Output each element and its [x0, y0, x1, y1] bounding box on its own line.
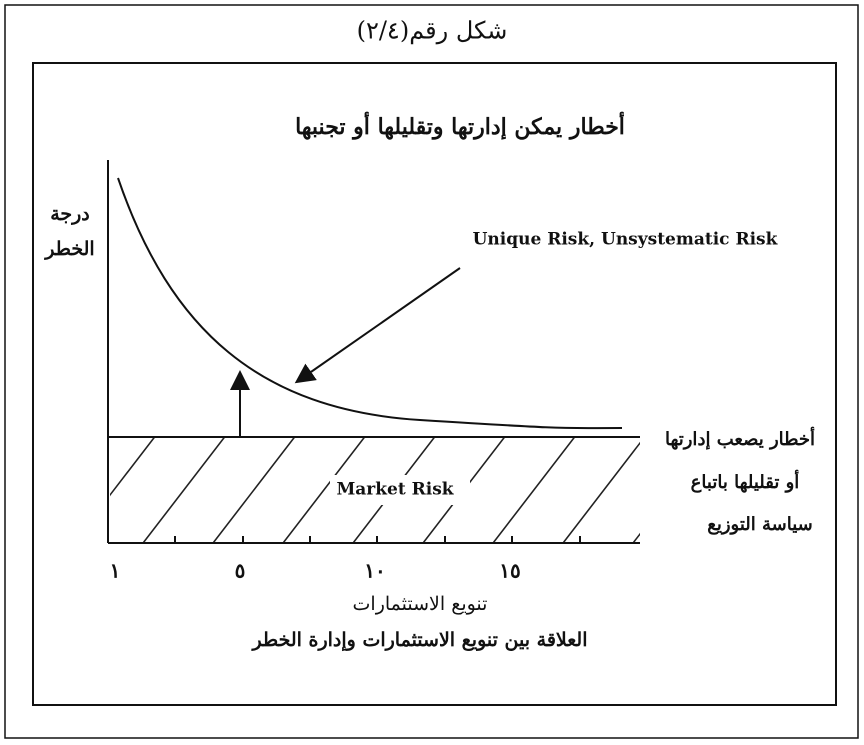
- curve-label: Unique Risk, Unsystematic Risk: [473, 230, 779, 250]
- x-tick-label: ١: [110, 559, 121, 583]
- side-label: أخطار يصعب إدارتها: [665, 427, 815, 450]
- y-axis-label: الخطر: [43, 238, 94, 260]
- side-label: سياسة التوزيع: [707, 514, 813, 535]
- inner-border: [32, 62, 837, 706]
- x-tick-label: ١٥: [499, 559, 520, 583]
- side-label: أو تقليلها باتباع: [691, 470, 800, 493]
- title: أخطار يمكن إدارتها وتقليلها أو تجنبها: [295, 111, 625, 141]
- figure-label: شكل رقم(٢/٤): [357, 17, 508, 45]
- label-bg: [330, 475, 470, 505]
- x-tick-label: ١٠: [364, 559, 385, 583]
- caption: العلاقة بين تنويع الاستثمارات وإدارة الخ…: [251, 629, 588, 652]
- x-ticks: [174, 536, 581, 543]
- risk-curve: [117, 177, 623, 430]
- x-tick-label: ٥: [235, 559, 246, 583]
- outer-border: [4, 4, 859, 739]
- band-label: Market Risk: [336, 480, 454, 500]
- x-axis-label: تنويع الاستثمارات: [353, 593, 488, 615]
- pointer-arrow: [294, 267, 461, 384]
- y-axis-label: درجة: [50, 203, 90, 225]
